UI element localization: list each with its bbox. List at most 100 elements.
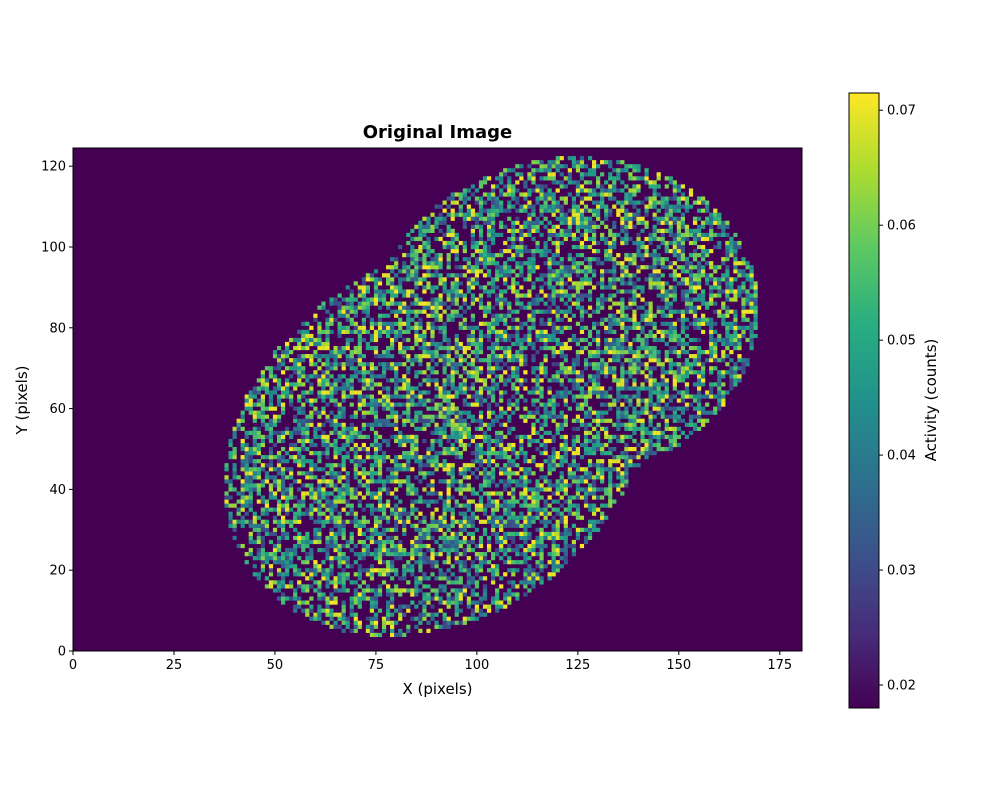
heatmap-cell <box>559 503 564 508</box>
heatmap-cell <box>688 345 694 351</box>
heatmap-cell <box>486 547 492 553</box>
heatmap-cell <box>442 362 447 367</box>
heatmap-cell <box>547 386 552 391</box>
heatmap-cell <box>749 329 754 334</box>
heatmap-cell <box>555 519 560 524</box>
heatmap-cell <box>664 333 669 339</box>
heatmap-cell <box>458 438 463 444</box>
heatmap-cell <box>547 576 552 581</box>
heatmap-cell <box>329 556 334 561</box>
heatmap-cell <box>620 422 625 427</box>
heatmap-cell <box>398 329 403 334</box>
heatmap-cell <box>341 491 346 496</box>
heatmap-cell <box>317 345 322 351</box>
heatmap-cell <box>454 414 459 419</box>
heatmap-cell <box>656 406 661 411</box>
heatmap-cell <box>337 543 342 549</box>
heatmap-cell <box>482 313 488 318</box>
heatmap-cell <box>620 463 625 468</box>
heatmap-cell <box>458 539 463 545</box>
heatmap-cell <box>329 499 334 504</box>
heatmap-cell <box>297 382 302 387</box>
heatmap-cell <box>329 442 334 448</box>
heatmap-cell <box>640 446 645 452</box>
heatmap-cell <box>446 313 451 318</box>
heatmap-cell <box>402 337 407 343</box>
heatmap-cell <box>531 321 536 326</box>
heatmap-cell <box>268 422 274 427</box>
heatmap-cell <box>583 362 589 367</box>
heatmap-cell <box>696 293 702 298</box>
heatmap-cell <box>361 539 366 545</box>
heatmap-cell <box>527 325 532 330</box>
heatmap-cell <box>507 402 512 407</box>
heatmap-cell <box>466 596 471 601</box>
heatmap-cell <box>410 434 415 440</box>
heatmap-cell <box>620 305 625 310</box>
heatmap-cell <box>272 378 278 383</box>
heatmap-cell <box>256 410 261 415</box>
heatmap-cell <box>341 366 346 371</box>
heatmap-cell <box>644 309 649 314</box>
heatmap-cell <box>325 503 330 508</box>
heatmap-cell <box>587 341 593 347</box>
heatmap-cell <box>527 568 532 573</box>
heatmap-cell <box>486 345 492 351</box>
heatmap-cell <box>482 519 488 524</box>
heatmap-cell <box>624 289 629 294</box>
heatmap-cell <box>458 580 463 585</box>
heatmap-cell <box>555 531 560 537</box>
heatmap-cell <box>309 459 314 464</box>
heatmap-cell <box>309 475 314 480</box>
heatmap-cell <box>535 329 540 334</box>
heatmap-cell <box>535 483 540 488</box>
heatmap-cell <box>430 358 435 363</box>
heatmap-cell <box>446 289 451 294</box>
heatmap-cell <box>527 564 532 569</box>
heatmap-cell <box>486 333 492 339</box>
heatmap-cell <box>733 370 738 375</box>
heatmap-cell <box>692 398 698 403</box>
heatmap-cell <box>499 471 504 476</box>
heatmap-cell <box>563 552 568 557</box>
heatmap-cell <box>511 285 516 290</box>
heatmap-cell <box>313 430 318 435</box>
heatmap-cell <box>426 313 431 318</box>
heatmap-cell <box>369 362 375 367</box>
heatmap-cell <box>612 499 617 504</box>
heatmap-cell <box>281 362 286 367</box>
heatmap-cell <box>361 552 366 557</box>
heatmap-cell <box>527 313 532 318</box>
heatmap-cell <box>321 495 326 500</box>
heatmap-cell <box>486 305 492 310</box>
heatmap-cell <box>491 491 496 496</box>
heatmap-cell <box>596 370 601 375</box>
heatmap-cell <box>272 527 278 532</box>
heatmap-cell <box>386 345 391 351</box>
heatmap-cell <box>345 325 350 330</box>
heatmap-cell <box>309 337 314 343</box>
heatmap-cell <box>248 487 253 492</box>
heatmap-cell <box>729 374 734 379</box>
heatmap-cell <box>527 414 532 419</box>
heatmap-cell <box>628 341 633 347</box>
heatmap-cell <box>252 475 257 480</box>
heatmap-cell <box>297 422 302 427</box>
heatmap-cell <box>450 402 455 407</box>
heatmap-cell <box>260 527 265 532</box>
heatmap-cell <box>640 386 645 391</box>
heatmap-cell <box>252 418 257 423</box>
heatmap-cell <box>495 430 500 435</box>
heatmap-cell <box>442 560 447 565</box>
heatmap-cell <box>741 366 746 371</box>
heatmap-cell <box>325 337 330 343</box>
heatmap-cell <box>539 539 544 545</box>
heatmap-cell <box>559 519 564 524</box>
heatmap-cell <box>410 483 415 488</box>
heatmap-cell <box>357 556 362 561</box>
heatmap-cell <box>563 499 568 504</box>
heatmap-cell <box>701 422 706 427</box>
heatmap-cell <box>369 410 375 415</box>
heatmap-cell <box>260 467 265 472</box>
heatmap-cell <box>422 305 427 310</box>
